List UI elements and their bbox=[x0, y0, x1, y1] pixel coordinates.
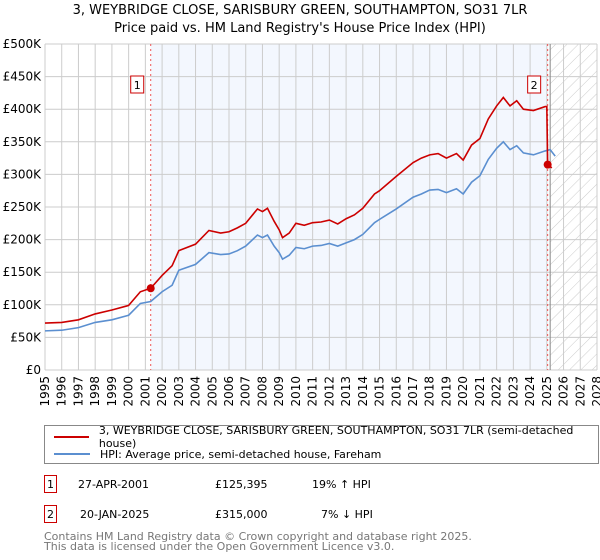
hpi-change: 19% ↑ HPI bbox=[312, 478, 371, 491]
x-tick-label: 1996 bbox=[55, 376, 69, 407]
y-tick-label: £400K bbox=[3, 102, 43, 116]
date: 27-APR-2001 bbox=[78, 478, 150, 491]
y-tick-label: £100K bbox=[3, 298, 43, 312]
legend-item-hpi: HPI: Average price, semi-detached house,… bbox=[45, 446, 381, 462]
date: 20-JAN-2025 bbox=[80, 508, 150, 521]
price-chart: £0 £50K £100K £150K £200K £250K £300K £350K £400… bbox=[3, 37, 600, 407]
x-tick-label: 2013 bbox=[339, 376, 353, 407]
x-tick-label: 2021 bbox=[473, 376, 487, 407]
legend-label: HPI: Average price, semi-detached house,… bbox=[100, 447, 382, 461]
x-tick-label: 2025 bbox=[540, 376, 554, 407]
footer-line: Contains HM Land Registry data © Crown c… bbox=[44, 530, 472, 543]
blue-line-swatch bbox=[54, 453, 90, 455]
legend-item-property: 3, WEYBRIDGE CLOSE, SARISBURY GREEN, SOU… bbox=[45, 424, 598, 450]
legend: 3, WEYBRIDGE CLOSE, SARISBURY GREEN, SOU… bbox=[44, 424, 599, 464]
footer-line: This data is licensed under the Open Gov… bbox=[44, 540, 395, 553]
x-tick-label: 2008 bbox=[255, 376, 269, 407]
x-tick-label: 2001 bbox=[138, 376, 152, 407]
marker-badge-label: 1 bbox=[134, 79, 141, 92]
x-tick-label: 2026 bbox=[557, 376, 571, 407]
x-tick-label: 2014 bbox=[356, 376, 370, 407]
x-tick-label: 2009 bbox=[272, 376, 286, 407]
y-tick-label: £250K bbox=[3, 200, 43, 214]
sale-point bbox=[543, 160, 552, 169]
x-tick-label: 2000 bbox=[122, 376, 136, 407]
x-tick-label: 2015 bbox=[373, 376, 387, 407]
marker-badge-label: 2 bbox=[531, 79, 538, 92]
chart-title: 3, WEYBRIDGE CLOSE, SARISBURY GREEN, SOU… bbox=[0, 2, 600, 38]
red-line-swatch bbox=[54, 436, 89, 438]
marker-badge-box bbox=[527, 75, 542, 94]
x-tick-label: 2024 bbox=[523, 376, 537, 407]
footer: Contains HM Land Registry data © Crown c… bbox=[44, 530, 472, 553]
y-tick-label: £200K bbox=[3, 233, 43, 247]
hpi-line bbox=[44, 140, 556, 332]
x-tick-label: 2027 bbox=[573, 376, 587, 407]
x-tick-label: 2016 bbox=[389, 376, 403, 407]
x-tick-label: 1995 bbox=[38, 376, 52, 407]
x-tick-label: 2011 bbox=[306, 376, 320, 407]
subtitle-line: Price paid vs. HM Land Registry's House … bbox=[114, 21, 486, 36]
price: £315,000 bbox=[215, 508, 268, 521]
y-tick-label: £0 bbox=[26, 363, 41, 377]
x-tick-label: 2005 bbox=[205, 376, 219, 407]
x-tick-label: 2018 bbox=[423, 376, 437, 407]
x-tick-label: 2020 bbox=[456, 376, 470, 407]
x-tick-label: 2012 bbox=[322, 376, 336, 407]
x-tick-label: 2006 bbox=[222, 376, 236, 407]
x-tick-label: 1998 bbox=[88, 376, 102, 407]
x-tick-label: 2002 bbox=[155, 376, 169, 407]
y-tick-label: £150K bbox=[3, 265, 43, 279]
x-tick-label: 2019 bbox=[439, 376, 453, 407]
x-tick-label: 2010 bbox=[289, 376, 303, 407]
y-tick-label: £300K bbox=[3, 167, 43, 181]
x-tick-label: 2028 bbox=[590, 376, 600, 407]
price-paid-line bbox=[44, 96, 553, 324]
marker-badge-box bbox=[130, 75, 145, 94]
marker-badge: 1 bbox=[44, 475, 57, 493]
y-tick-label: £500K bbox=[3, 37, 43, 51]
hpi-change: 7% ↓ HPI bbox=[321, 508, 373, 521]
x-tick-label: 2003 bbox=[172, 376, 186, 407]
transaction-row: 1 27-APR-2001 £125,395 19% ↑ HPI bbox=[44, 475, 444, 495]
x-tick-label: 2017 bbox=[406, 376, 420, 407]
y-tick-label: £350K bbox=[3, 135, 43, 149]
x-tick-label: 2023 bbox=[506, 376, 520, 407]
sale-point bbox=[146, 284, 155, 293]
y-tick-label: £50K bbox=[10, 330, 42, 344]
marker-badge: 2 bbox=[44, 505, 57, 523]
x-tick-label: 2004 bbox=[189, 376, 203, 407]
title-line: 3, WEYBRIDGE CLOSE, SARISBURY GREEN, SOU… bbox=[72, 3, 528, 18]
x-tick-label: 1997 bbox=[71, 376, 85, 407]
y-tick-label: £450K bbox=[3, 70, 43, 84]
legend-label: 3, WEYBRIDGE CLOSE, SARISBURY GREEN, SOU… bbox=[98, 424, 574, 450]
x-tick-label: 1999 bbox=[105, 376, 119, 407]
transaction-row: 2 20-JAN-2025 £315,000 7% ↓ HPI bbox=[44, 505, 444, 525]
x-tick-label: 2007 bbox=[239, 376, 253, 407]
price: £125,395 bbox=[215, 478, 268, 491]
x-tick-label: 2022 bbox=[490, 376, 504, 407]
